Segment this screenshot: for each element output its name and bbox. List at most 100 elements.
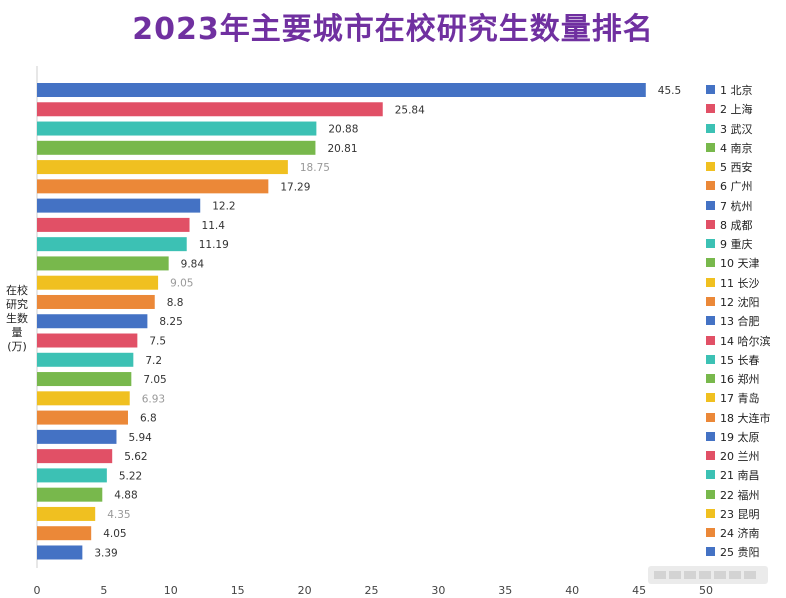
legend-item: 11 长沙: [706, 275, 786, 291]
x-tick-label: 5: [100, 584, 107, 597]
legend-item: 14 哈尔滨: [706, 333, 786, 349]
legend-swatch: [706, 85, 715, 94]
bar: [37, 275, 159, 290]
legend-label: 11 长沙: [720, 276, 760, 290]
bar: [37, 83, 646, 97]
legend-item: 10 天津: [706, 255, 786, 271]
bar: [37, 179, 269, 194]
bar-value-label: 17.29: [280, 181, 310, 193]
bar-value-label: 11.19: [199, 239, 229, 251]
legend-label: 8 成都: [720, 218, 753, 232]
legend-swatch: [706, 258, 715, 268]
bar: [37, 314, 148, 329]
bar: [37, 429, 117, 444]
legend-swatch: [706, 470, 715, 480]
x-tick-label: 30: [431, 584, 445, 597]
bar-value-label: 25.84: [395, 104, 425, 116]
bar-value-label: 5.62: [124, 451, 147, 463]
legend-label: 4 南京: [720, 141, 753, 155]
bar: [37, 372, 132, 387]
legend-label: 21 南昌: [720, 469, 760, 483]
x-tick-label: 15: [231, 584, 245, 597]
legend-item: 3 武汉: [706, 121, 786, 137]
legend-label: 2 上海: [720, 103, 753, 117]
legend-item: 20 兰州: [706, 448, 786, 464]
bar-value-label: 7.05: [143, 374, 166, 386]
legend-label: 24 济南: [720, 527, 760, 541]
x-tick-label: 35: [498, 584, 512, 597]
legend-swatch: [706, 547, 715, 557]
legend-label: 25 贵阳: [720, 546, 760, 560]
legend-swatch: [706, 412, 715, 422]
legend-label: 6 广州: [720, 180, 753, 194]
bar-value-label: 9.84: [181, 258, 205, 270]
legend-swatch: [706, 104, 715, 114]
chart-title: 2023年主要城市在校研究生数量排名: [132, 12, 654, 47]
legend-item: 1 北京: [706, 82, 786, 98]
legend-label: 3 武汉: [720, 122, 753, 136]
legend-item: 18 大连市: [706, 410, 786, 426]
bar: [37, 140, 316, 155]
legend-swatch: [706, 181, 715, 191]
legend-swatch: [706, 354, 715, 364]
bar: [37, 352, 134, 367]
legend-label: 13 合肥: [720, 315, 760, 329]
y-axis-label-line: 量: [11, 326, 23, 339]
legend-swatch: [706, 374, 715, 384]
legend-swatch: [706, 277, 715, 287]
y-axis-label: 在校 研究 生数量 (万): [2, 284, 32, 354]
legend-swatch: [706, 508, 715, 518]
legend-label: 7 杭州: [720, 199, 753, 213]
y-axis-label-line: 生数: [6, 312, 28, 325]
legend-item: 2 上海: [706, 101, 786, 117]
bar: [37, 160, 288, 175]
legend-swatch: [706, 335, 715, 345]
legend-item: 5 西安: [706, 159, 786, 175]
bar-value-label: 6.93: [142, 393, 165, 405]
legend-label: 5 西安: [720, 161, 753, 175]
legend-item: 22 福州: [706, 487, 786, 503]
legend-swatch: [706, 123, 715, 133]
legend-label: 1 北京: [720, 84, 753, 97]
legend-item: 4 南京: [706, 140, 786, 156]
x-tick-label: 40: [565, 584, 579, 597]
legend-item: 15 长春: [706, 352, 786, 368]
bar: [37, 410, 128, 425]
legend-item: 12 沈阳: [706, 294, 786, 310]
legend-swatch: [706, 142, 715, 152]
legend-swatch: [706, 219, 715, 229]
legend-item: 23 昆明: [706, 506, 786, 522]
legend-item: 13 合肥: [706, 313, 786, 329]
bar-value-label: 3.39: [94, 547, 117, 559]
x-tick-label: 50: [699, 584, 713, 597]
legend-item: 16 郑州: [706, 371, 786, 387]
legend-swatch: [706, 296, 715, 306]
bar-value-label: 4.88: [114, 490, 137, 502]
legend-label: 23 昆明: [720, 507, 760, 521]
bar-value-label: 20.81: [327, 143, 357, 155]
legend-label: 20 兰州: [720, 450, 760, 464]
bar: [37, 102, 383, 117]
legend-item: 24 济南: [706, 525, 786, 541]
legend-swatch: [706, 200, 715, 210]
legend-label: 22 福州: [720, 488, 760, 502]
legend-label: 19 太原: [720, 430, 760, 444]
bar: [37, 545, 83, 560]
legend-item: 21 南昌: [706, 467, 786, 483]
bar: [37, 526, 92, 541]
bar: [37, 468, 107, 483]
legend-item: 9 重庆: [706, 236, 786, 252]
legend-swatch: [706, 451, 715, 461]
legend-swatch: [706, 528, 715, 538]
bar: [37, 198, 201, 213]
legend-label: 18 大连市: [720, 411, 771, 425]
watermark: [648, 566, 768, 584]
bar: [37, 217, 190, 232]
bar-value-label: 6.8: [140, 413, 157, 425]
x-tick-label: 0: [34, 584, 41, 597]
bar-value-label: 45.5: [658, 85, 681, 97]
legend-swatch: [706, 162, 715, 172]
bar-value-label: 11.4: [202, 220, 226, 232]
bar-value-label: 12.2: [212, 201, 235, 213]
bar-value-label: 9.05: [170, 278, 193, 290]
